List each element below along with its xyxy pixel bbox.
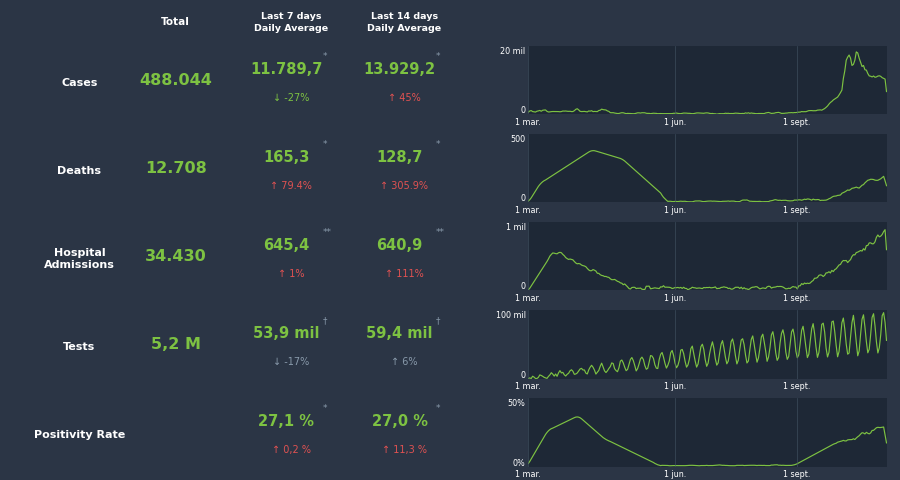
Text: 50%: 50% [508,398,526,407]
Text: Tests: Tests [63,341,95,351]
Text: 0: 0 [520,282,526,291]
Text: 0: 0 [520,370,526,379]
Text: ↑ 79.4%: ↑ 79.4% [270,181,312,191]
Text: **: ** [436,228,445,237]
Text: 27,1 %: 27,1 % [258,413,314,428]
Text: 34.430: 34.430 [145,249,207,264]
Text: 12.708: 12.708 [145,161,207,176]
Text: 0%: 0% [513,457,526,467]
Text: 1 mar.: 1 mar. [516,293,541,302]
Text: 1 mar.: 1 mar. [516,205,541,215]
Text: Total: Total [161,17,190,27]
Text: Deaths: Deaths [58,166,102,176]
Text: 1 jun.: 1 jun. [664,381,687,390]
Text: **: ** [322,228,331,237]
Text: *: * [436,404,440,412]
Text: 1 sept.: 1 sept. [783,293,811,302]
Text: *: * [322,140,327,149]
Text: 1 jun.: 1 jun. [664,469,687,478]
Text: 1 sept.: 1 sept. [783,469,811,478]
Text: 1 mil: 1 mil [506,222,526,231]
Text: 1 mar.: 1 mar. [516,118,541,127]
Text: 20 mil: 20 mil [500,47,526,56]
Text: 0: 0 [520,106,526,115]
Text: 53,9 mil: 53,9 mil [253,325,320,340]
Text: 1 jun.: 1 jun. [664,118,687,127]
Text: 0: 0 [520,194,526,203]
Text: Cases: Cases [61,78,97,88]
Text: ↑ 305.9%: ↑ 305.9% [381,181,428,191]
Text: *: * [322,404,327,412]
Text: 100 mil: 100 mil [496,310,526,319]
Text: *: * [436,52,440,61]
Text: ↑ 0,2 %: ↑ 0,2 % [272,444,310,454]
Text: †: † [436,316,440,324]
Text: 500: 500 [510,134,526,144]
Text: Last 7 days
Daily Average: Last 7 days Daily Average [254,12,328,33]
Text: Positivity Rate: Positivity Rate [34,429,125,439]
Text: ↑ 6%: ↑ 6% [392,357,418,366]
Text: 5,2 M: 5,2 M [150,336,201,351]
Text: 27,0 %: 27,0 % [372,413,428,428]
Text: 1 sept.: 1 sept. [783,118,811,127]
Text: †: † [322,316,327,324]
Text: Hospital
Admissions: Hospital Admissions [44,248,115,269]
Text: ↑ 1%: ↑ 1% [278,269,304,278]
Text: 165,3: 165,3 [264,149,310,164]
Text: *: * [322,52,327,61]
Text: *: * [436,140,440,149]
Text: 1 jun.: 1 jun. [664,293,687,302]
Text: 645,4: 645,4 [264,237,310,252]
Text: 59,4 mil: 59,4 mil [366,325,433,340]
Text: 1 jun.: 1 jun. [664,205,687,215]
Text: 488.044: 488.044 [140,73,212,88]
Text: Last 14 days
Daily Average: Last 14 days Daily Average [367,12,442,33]
Text: ↑ 111%: ↑ 111% [385,269,424,278]
Text: 640,9: 640,9 [376,237,423,252]
Text: 1 sept.: 1 sept. [783,205,811,215]
Text: ↓ -27%: ↓ -27% [273,93,310,103]
Text: ↑ 11,3 %: ↑ 11,3 % [382,444,427,454]
Text: 1 mar.: 1 mar. [516,381,541,390]
Text: 1 sept.: 1 sept. [783,381,811,390]
Text: 13.929,2: 13.929,2 [364,61,436,76]
Text: 1 mar.: 1 mar. [516,469,541,478]
Text: ↑ 45%: ↑ 45% [388,93,421,103]
Text: ↓ -17%: ↓ -17% [274,357,310,366]
Text: 11.789,7: 11.789,7 [250,61,323,76]
Text: 128,7: 128,7 [376,149,423,164]
